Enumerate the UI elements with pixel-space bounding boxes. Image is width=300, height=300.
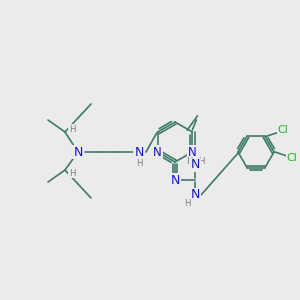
Text: N: N	[153, 146, 162, 158]
Text: Cl: Cl	[286, 153, 297, 163]
Text: H: H	[198, 158, 204, 166]
Text: N: N	[73, 146, 83, 158]
Text: Cl: Cl	[278, 125, 288, 135]
Text: N: N	[170, 173, 180, 187]
Text: N: N	[134, 146, 144, 158]
Text: H: H	[69, 124, 75, 134]
Text: H: H	[69, 169, 75, 178]
Text: N: N	[190, 158, 200, 172]
Text: H: H	[184, 200, 190, 208]
Text: H: H	[136, 158, 142, 167]
Text: N: N	[188, 146, 197, 158]
Text: H: H	[186, 158, 192, 166]
Text: N: N	[190, 188, 200, 202]
